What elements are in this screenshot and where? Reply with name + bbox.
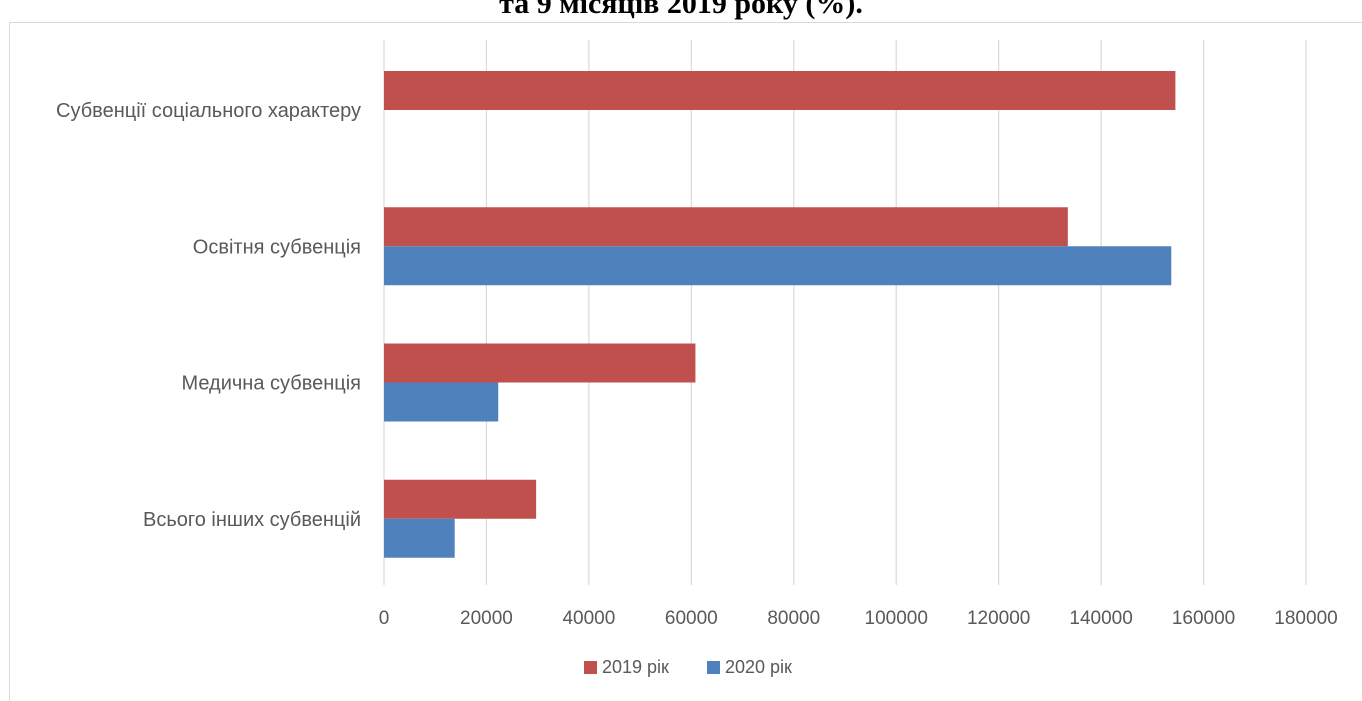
legend-swatch-2020 <box>707 661 720 674</box>
bar-2020 <box>384 246 1172 286</box>
legend-swatch-2019 <box>584 661 597 674</box>
x-tick-label: 20000 <box>460 608 513 629</box>
bar-2020 <box>384 382 499 422</box>
x-tick-label: 140000 <box>1069 608 1132 629</box>
category-label: Всього інших субвенцій <box>143 509 361 531</box>
legend-label: 2019 рік <box>602 657 669 677</box>
bar-2019 <box>384 479 537 519</box>
page-title: та 9 місяців 2019 року (%). <box>499 0 863 20</box>
x-tick-label: 80000 <box>767 608 820 629</box>
x-tick-label: 160000 <box>1172 608 1235 629</box>
x-tick-label: 100000 <box>865 608 928 629</box>
x-tick-label: 180000 <box>1274 608 1337 629</box>
category-label: Освітня субвенція <box>193 236 361 258</box>
category-label: Медична субвенція <box>181 373 361 395</box>
x-tick-label: 40000 <box>562 608 615 629</box>
x-tick-label: 60000 <box>665 608 718 629</box>
category-label: Субвенції соціального характеру <box>56 100 361 122</box>
x-tick-label: 0 <box>379 608 390 629</box>
chart-frame-left-border <box>9 22 10 701</box>
legend-label: 2020 рік <box>725 657 792 677</box>
bar-2019 <box>384 343 696 383</box>
bar-2019 <box>384 71 1176 110</box>
bar-2020 <box>384 518 455 558</box>
x-tick-label: 120000 <box>967 608 1030 629</box>
chart-frame-top-border <box>9 22 1362 23</box>
bar-2019 <box>384 207 1068 247</box>
